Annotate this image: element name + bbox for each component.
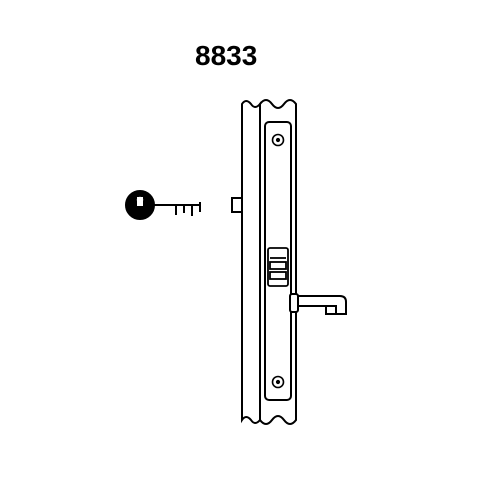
cylinder-indicator [268, 248, 288, 286]
lock-line-art [0, 0, 500, 500]
lock-diagram: 8833 [0, 0, 500, 500]
side-profile [232, 101, 260, 423]
bottom-screw-icon [273, 377, 284, 388]
top-screw-icon [273, 135, 284, 146]
key-icon [126, 191, 200, 219]
lever-handle-icon [290, 294, 346, 314]
